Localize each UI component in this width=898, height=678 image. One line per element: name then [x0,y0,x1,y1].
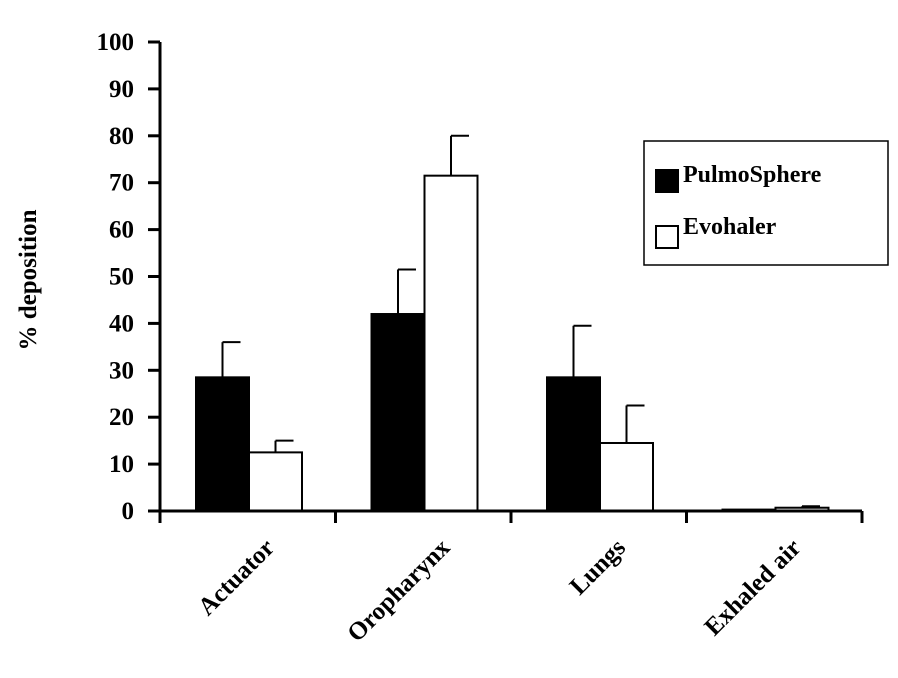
y-tick-label: 20 [109,404,134,431]
y-tick-label: 70 [109,170,134,197]
y-tick-label: 10 [109,451,134,478]
y-tick-label: 50 [109,264,134,291]
bar-pulmosphere-actuator [195,376,250,512]
bar-evohaler-lungs [599,441,654,512]
x-category-label: Exhaled air [699,534,806,641]
y-tick-label: 0 [122,498,135,525]
plot-area: 0 10 20 30 40 50 60 70 80 90 100 Actuator Oropharynx… [97,29,864,647]
y-tick-label: 100 [97,29,135,56]
x-category-label: Actuator [193,534,280,621]
legend-swatch-evohaler [655,225,679,249]
y-tick-label: 60 [109,217,134,244]
legend: PulmoSphere Evohaler [643,140,889,266]
legend-frame [643,140,889,266]
y-tick-label: 90 [109,76,134,103]
legend-swatch-pulmosphere [655,169,679,193]
x-category-label: Oropharynx [342,534,455,647]
bar-evohaler-actuator [248,451,303,512]
y-tick-label: 80 [109,123,134,150]
legend-label-pulmosphere: PulmoSphere [683,162,822,188]
y-axis-label: % deposition [15,209,42,350]
y-tick-label: 40 [109,310,134,337]
legend-label-evohaler: Evohaler [683,214,777,240]
bar-evohaler-oropharynx [423,174,479,512]
y-tick-label: 30 [109,357,134,384]
x-category-label: Lungs [565,534,631,600]
bar-pulmosphere-lungs [546,376,601,512]
bar-pulmosphere-oropharynx [370,313,426,512]
